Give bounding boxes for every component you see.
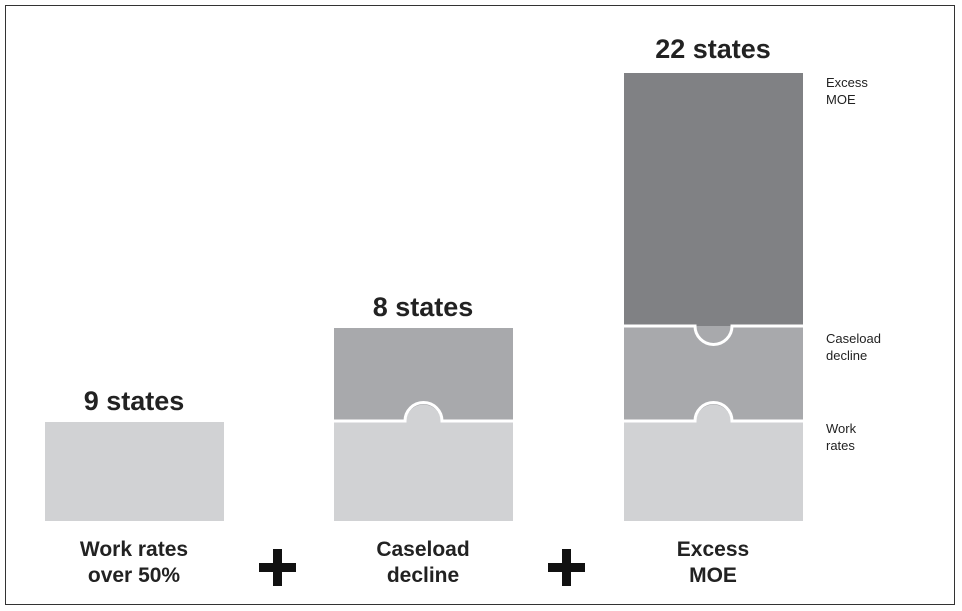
caption-col3-line2: MOE — [689, 564, 737, 587]
caption-col2-line2: decline — [387, 564, 459, 587]
work-rates-block-col2 — [334, 422, 513, 521]
puzzle-seam-upper-col3 — [624, 324, 803, 346]
legend-caseload-line1: Caseload — [826, 331, 881, 346]
puzzle-knob-col2 — [406, 404, 441, 422]
caption-col1-line1: Work rates — [80, 538, 188, 561]
caption-col1-line2: over 50% — [88, 564, 181, 587]
work-rates-block-col3 — [624, 422, 803, 521]
excess-moe-block-col3 — [624, 73, 803, 326]
count-label-col2: 8 states — [373, 292, 474, 322]
count-label-col3: 22 states — [655, 34, 771, 64]
legend-work-rates-line2: rates — [826, 438, 855, 453]
legend-caseload-line2: decline — [826, 348, 867, 363]
legend-excess-moe-line1: Excess — [826, 75, 868, 90]
plus-icon — [548, 549, 585, 586]
plus-icon — [259, 549, 296, 586]
count-label-col1: 9 states — [84, 386, 185, 416]
legend-work-rates-line1: Work — [826, 421, 857, 436]
caption-col3-line1: Excess — [677, 538, 749, 561]
legend-excess-moe-line2: MOE — [826, 92, 856, 107]
caption-col2-line1: Caseload — [376, 538, 469, 561]
puzzle-knob-lower-col3 — [696, 404, 731, 422]
puzzle-seam-lower-col3 — [624, 401, 803, 423]
work-rates-block-col1 — [45, 422, 224, 521]
puzzle-knob-upper-col3 — [696, 326, 731, 344]
puzzle-seam-col2 — [334, 401, 513, 423]
